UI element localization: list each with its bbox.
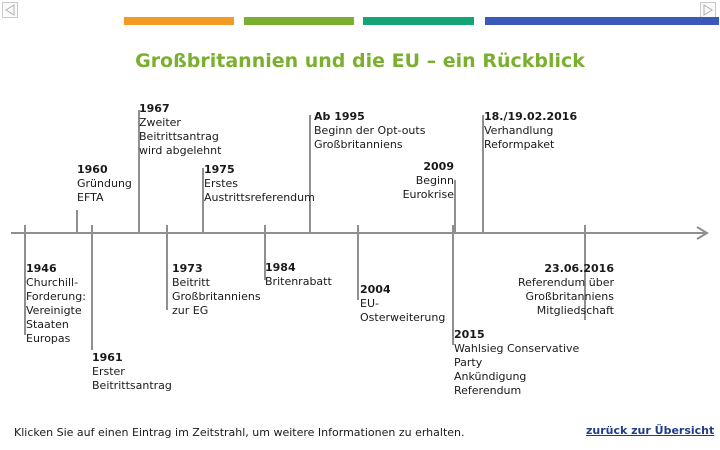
event-1984[interactable]: 1984 Britenrabatt xyxy=(265,261,332,289)
timeline-axis xyxy=(11,232,707,234)
event-description: Gründung EFTA xyxy=(77,177,132,204)
event-description: Zweiter Beitrittsantrag wird abgelehnt xyxy=(139,116,222,157)
header-bar-teal xyxy=(363,17,474,25)
tick-2015 xyxy=(452,225,454,345)
tick-1961 xyxy=(91,225,93,350)
header-bar-orange xyxy=(124,17,234,25)
event-2009[interactable]: 2009 Beginn Eurokrise xyxy=(385,160,454,202)
tick-1995 xyxy=(309,115,311,233)
event-year: 1961 xyxy=(92,351,123,364)
tick-1984 xyxy=(264,225,266,280)
tick-2009 xyxy=(454,180,456,233)
event-year: 1975 xyxy=(204,163,235,176)
page-title: Großbritannien und die EU – ein Rückblic… xyxy=(135,50,585,72)
tick-1960 xyxy=(76,210,78,233)
event-year: 1960 xyxy=(77,163,108,176)
tick-1973 xyxy=(166,225,168,310)
event-year: 18./19.02.2016 xyxy=(484,110,578,123)
event-description: Referendum über Großbritanniens Mitglied… xyxy=(518,276,614,317)
event-year: Ab 1995 xyxy=(314,110,365,123)
event-description: Beginn Eurokrise xyxy=(402,174,454,201)
event-2015[interactable]: 2015 Wahlsieg Conservative Party Ankündi… xyxy=(454,328,579,398)
back-to-overview-link[interactable]: zurück zur Übersicht xyxy=(586,424,715,437)
header-bar-blue xyxy=(485,17,719,25)
event-1967[interactable]: 1967 Zweiter Beitrittsantrag wird abgele… xyxy=(139,102,221,158)
event-2016-jun[interactable]: 23.06.2016 Referendum über Großbritannie… xyxy=(490,262,614,318)
event-2004[interactable]: 2004 EU- Osterweiterung xyxy=(360,283,445,325)
event-description: Beginn der Opt-outs Großbritanniens xyxy=(314,124,426,151)
tick-1967 xyxy=(138,110,140,233)
event-description: Erstes Austrittsreferendum xyxy=(204,177,315,204)
event-description: EU- Osterweiterung xyxy=(360,297,446,324)
event-2016-feb[interactable]: 18./19.02.2016 Verhandlung Reformpaket xyxy=(484,110,577,152)
instruction-text: Klicken Sie auf einen Eintrag im Zeitstr… xyxy=(14,426,465,439)
event-description: Beitritt Großbritanniens zur EG xyxy=(172,276,261,317)
tick-1975 xyxy=(202,168,204,233)
event-1946[interactable]: 1946 Churchill- Forderung: Vereinigte St… xyxy=(26,262,86,346)
event-1975[interactable]: 1975 Erstes Austrittsreferendum xyxy=(204,163,315,205)
previous-slide-button[interactable] xyxy=(2,2,18,18)
event-year: 2015 xyxy=(454,328,485,341)
triangle-right-icon xyxy=(703,4,713,16)
header-bar-green xyxy=(244,17,354,25)
next-slide-button[interactable] xyxy=(700,2,716,18)
event-1960[interactable]: 1960 Gründung EFTA xyxy=(77,163,132,205)
triangle-left-icon xyxy=(5,4,15,16)
event-year: 1984 xyxy=(265,261,296,274)
event-year: 23.06.2016 xyxy=(544,262,614,275)
event-1961[interactable]: 1961 Erster Beitrittsantrag xyxy=(92,351,172,393)
arrow-right-icon xyxy=(696,226,709,240)
tick-1946 xyxy=(24,225,26,335)
event-year: 1967 xyxy=(139,102,170,115)
tick-2004 xyxy=(357,225,359,300)
event-year: 2004 xyxy=(360,283,391,296)
event-description: Wahlsieg Conservative Party Ankündigung … xyxy=(454,342,580,397)
event-1995[interactable]: Ab 1995 Beginn der Opt-outs Großbritanni… xyxy=(314,110,425,152)
event-description: Churchill- Forderung: Vereinigte Staaten… xyxy=(26,276,86,345)
event-description: Britenrabatt xyxy=(265,275,332,288)
event-description: Verhandlung Reformpaket xyxy=(484,124,555,151)
event-year: 1973 xyxy=(172,262,203,275)
event-1973[interactable]: 1973 Beitritt Großbritanniens zur EG xyxy=(172,262,261,318)
tick-2016b xyxy=(584,225,586,320)
event-description: Erster Beitrittsantrag xyxy=(92,365,172,392)
tick-2016a xyxy=(482,115,484,233)
event-year: 2009 xyxy=(423,160,454,173)
event-year: 1946 xyxy=(26,262,57,275)
